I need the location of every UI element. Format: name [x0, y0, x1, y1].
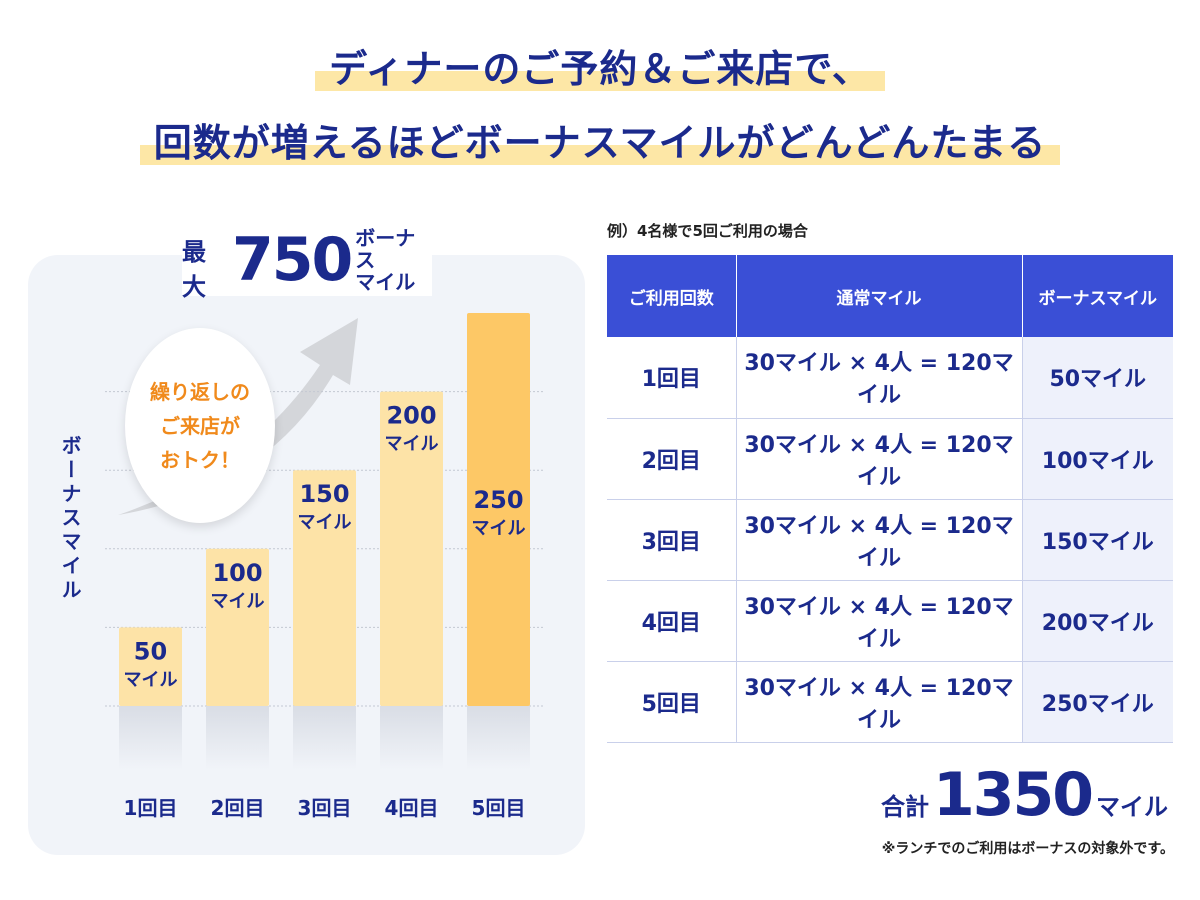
- cell-normal: 30マイル × 4人 = 120マイル: [736, 580, 1023, 662]
- bar-chart: 50 マイル 1回目 100 マイル 2回目 150 マイル 3回目 200 マイル 4回目 250 マイ…: [105, 313, 545, 820]
- table-row: 4回目 30マイル × 4人 = 120マイル 200マイル: [607, 580, 1173, 662]
- miles-table: ご利用回数 通常マイル ボーナスマイル 1回目 30マイル × 4人 = 120マ…: [607, 255, 1173, 743]
- cell-count: 5回目: [607, 661, 737, 743]
- cell-normal: 30マイル × 4人 = 120マイル: [736, 661, 1023, 743]
- title-line-1: ディナーのご予約＆ご来店で、: [0, 38, 1200, 93]
- table-row: 3回目 30マイル × 4人 = 120マイル 150マイル: [607, 499, 1173, 581]
- bar-reflection: [119, 706, 182, 770]
- header-normal: 通常マイル: [736, 255, 1023, 337]
- trend-arrow: [118, 318, 358, 515]
- x-tick-label: 2回目: [211, 796, 265, 820]
- cell-count: 4回目: [607, 580, 737, 662]
- bar: [467, 313, 530, 706]
- footnote: ※ランチでのご利用はボーナスの対象外です。: [881, 841, 1174, 857]
- title-line-2: 回数が増えるほどボーナスマイルがどんどんたまる: [0, 112, 1200, 167]
- cell-bonus: 200マイル: [1022, 580, 1173, 662]
- cell-bonus: 150マイル: [1022, 499, 1173, 581]
- bar-unit-label: マイル: [211, 591, 265, 612]
- max-bonus-badge: 最大 750 ボーナス マイル: [182, 224, 432, 301]
- bar-unit-label: マイル: [298, 512, 352, 533]
- cell-bonus: 50マイル: [1022, 337, 1173, 419]
- bar-unit-label: マイル: [472, 518, 526, 539]
- table-row: 2回目 30マイル × 4人 = 120マイル 100マイル: [607, 418, 1173, 500]
- cell-count: 1回目: [607, 337, 737, 419]
- bar-value-label: 150: [299, 480, 349, 508]
- x-tick-label: 1回目: [124, 796, 178, 820]
- cell-bonus: 100マイル: [1022, 418, 1173, 500]
- bar-reflection: [380, 706, 443, 770]
- bar-value-label: 50: [134, 637, 167, 665]
- cell-normal: 30マイル × 4人 = 120マイル: [736, 418, 1023, 500]
- bar-reflection: [293, 706, 356, 770]
- bar-value-label: 100: [212, 559, 262, 587]
- bar: [293, 470, 356, 706]
- cell-count: 2回目: [607, 418, 737, 500]
- bar-value-label: 250: [473, 486, 523, 514]
- cell-count: 3回目: [607, 499, 737, 581]
- bar: [119, 627, 182, 706]
- bar-value-label: 200: [386, 402, 436, 430]
- bar-reflection: [467, 706, 530, 770]
- x-tick-label: 5回目: [472, 796, 526, 820]
- bar-unit-label: マイル: [385, 434, 439, 455]
- example-caption: 例）4名様で5回ご利用の場合: [607, 222, 808, 240]
- bar: [380, 391, 443, 706]
- bar: [206, 548, 269, 706]
- promo-bubble: 繰り返しの ご来店が おトク！: [125, 328, 275, 523]
- bar-reflection: [206, 706, 269, 770]
- bar-unit-label: マイル: [124, 669, 178, 690]
- header-bonus: ボーナスマイル: [1022, 255, 1173, 337]
- x-tick-label: 4回目: [385, 796, 439, 820]
- y-axis-label: ボーナスマイル: [58, 435, 82, 603]
- cell-normal: 30マイル × 4人 = 120マイル: [736, 499, 1023, 581]
- x-tick-label: 3回目: [298, 796, 352, 820]
- cell-normal: 30マイル × 4人 = 120マイル: [736, 337, 1023, 419]
- header-count: ご利用回数: [607, 255, 737, 337]
- cell-bonus: 250マイル: [1022, 661, 1173, 743]
- total: 合計 1350 マイル: [881, 760, 1168, 830]
- table-row: 1回目 30マイル × 4人 = 120マイル 50マイル: [607, 337, 1173, 419]
- table-row: 5回目 30マイル × 4人 = 120マイル 250マイル: [607, 661, 1173, 743]
